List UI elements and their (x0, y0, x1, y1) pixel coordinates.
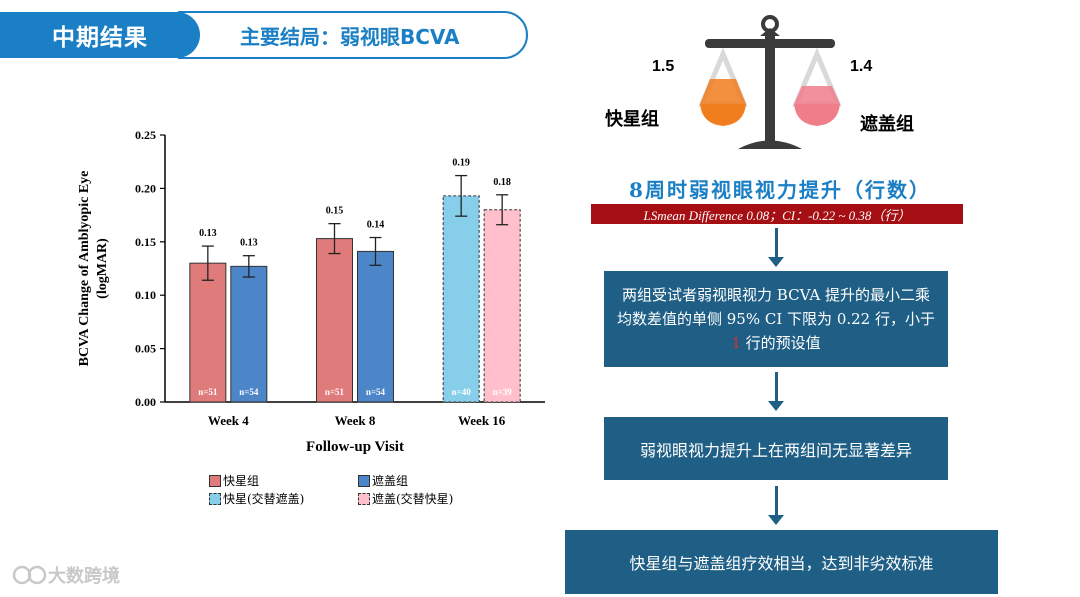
scale-right-label: 遮盖组 (860, 114, 914, 135)
n-label: n=54 (366, 387, 386, 397)
legend-item-kuaixing-alt: 快星(交替遮盖) (209, 490, 304, 507)
legend-swatch (358, 474, 370, 487)
flow-title: 8周时弱视眼视力提升（行数） (629, 178, 931, 202)
balance-scale-icon (698, 15, 842, 149)
arrow-3-head (768, 515, 784, 525)
legend-item-zhegai: 遮盖组 (358, 472, 408, 489)
legend-swatch (209, 492, 221, 505)
y-tick-label: 0.00 (135, 395, 156, 409)
y-axis-label-unit: (logMAR) (95, 238, 110, 299)
page-subtitle: 主要结局：弱视眼BCVA (178, 11, 528, 59)
watermark-text: 大数跨境 (48, 566, 120, 587)
n-label: n=51 (325, 387, 345, 397)
n-label: n=40 (452, 387, 472, 397)
watermark-logo-icon (12, 565, 47, 585)
data-label: 0.14 (367, 220, 385, 231)
data-label: 0.19 (452, 158, 470, 169)
arrow-1-shaft (775, 228, 778, 258)
legend-label: 快星组 (223, 474, 260, 488)
x-tick-label: Week 16 (458, 413, 506, 428)
bar (357, 250, 394, 403)
x-tick-label: Week 8 (335, 413, 376, 428)
legend-item-zhegai-alt: 遮盖(交替快星) (358, 490, 453, 507)
legend-swatch (209, 474, 221, 487)
data-label: 0.15 (326, 206, 344, 217)
scale-right-value: 1.4 (850, 58, 873, 75)
data-label: 0.13 (240, 238, 258, 249)
flow-box-1-text: 两组受试者弱视眼视力 BCVA 提升的最小二乘均数差值的单侧 95% CI 下限… (617, 286, 935, 352)
arrow-1-head (768, 257, 784, 267)
watermark: 大数跨境 (12, 562, 120, 588)
bar (442, 195, 480, 403)
y-tick-label: 0.05 (135, 342, 156, 356)
scale-left-value: 1.5 (652, 58, 675, 75)
y-tick-label: 0.20 (135, 181, 156, 195)
flow-box-2: 弱视眼视力提升上在两组间无显著差异 (604, 417, 948, 480)
arrow-3-shaft (775, 486, 778, 516)
legend-label: 快星(交替遮盖) (223, 492, 305, 506)
legend-item-kuaixing: 快星组 (209, 472, 259, 489)
arrow-2-shaft (775, 372, 778, 402)
bar (483, 209, 521, 403)
data-label: 0.18 (493, 177, 511, 188)
bar (189, 262, 227, 403)
flow-subtitle: LSmean Difference 0.08；CI：-0.22 ~ 0.38（行… (591, 204, 963, 224)
y-axis-label: BCVA Change of Amblyopic Eye (77, 171, 92, 367)
bar-chart: 0.00 0.05 0.10 0.15 0.20 0.25 BCVA Change of A… (77, 128, 545, 455)
data-label: 0.13 (199, 228, 217, 239)
arrow-2-head (768, 401, 784, 411)
n-label: n=54 (239, 387, 259, 397)
legend-label: 遮盖(交替快星) (372, 492, 454, 506)
page-subtitle-text: 主要结局：弱视眼BCVA (240, 24, 460, 49)
bar (230, 265, 268, 403)
y-tick-label: 0.25 (135, 128, 156, 142)
x-tick-label: Week 4 (208, 413, 249, 428)
n-label: n=39 (493, 387, 513, 397)
flow-box-1: 两组受试者弱视眼视力 BCVA 提升的最小二乘均数差值的单侧 95% CI 下限… (604, 271, 948, 367)
y-tick-label: 0.10 (135, 288, 156, 302)
bar (316, 238, 353, 403)
x-axis-label: Follow-up Visit (306, 439, 404, 455)
legend-swatch (358, 492, 370, 505)
legend-label: 遮盖组 (372, 474, 409, 488)
scale-left-label: 快星组 (605, 109, 659, 130)
section-title: 中期结果 (0, 12, 200, 58)
flow-box-3: 快星组与遮盖组疗效相当，达到非劣效标准 (565, 530, 998, 594)
n-label: n=51 (198, 387, 218, 397)
y-tick-label: 0.15 (135, 235, 156, 249)
